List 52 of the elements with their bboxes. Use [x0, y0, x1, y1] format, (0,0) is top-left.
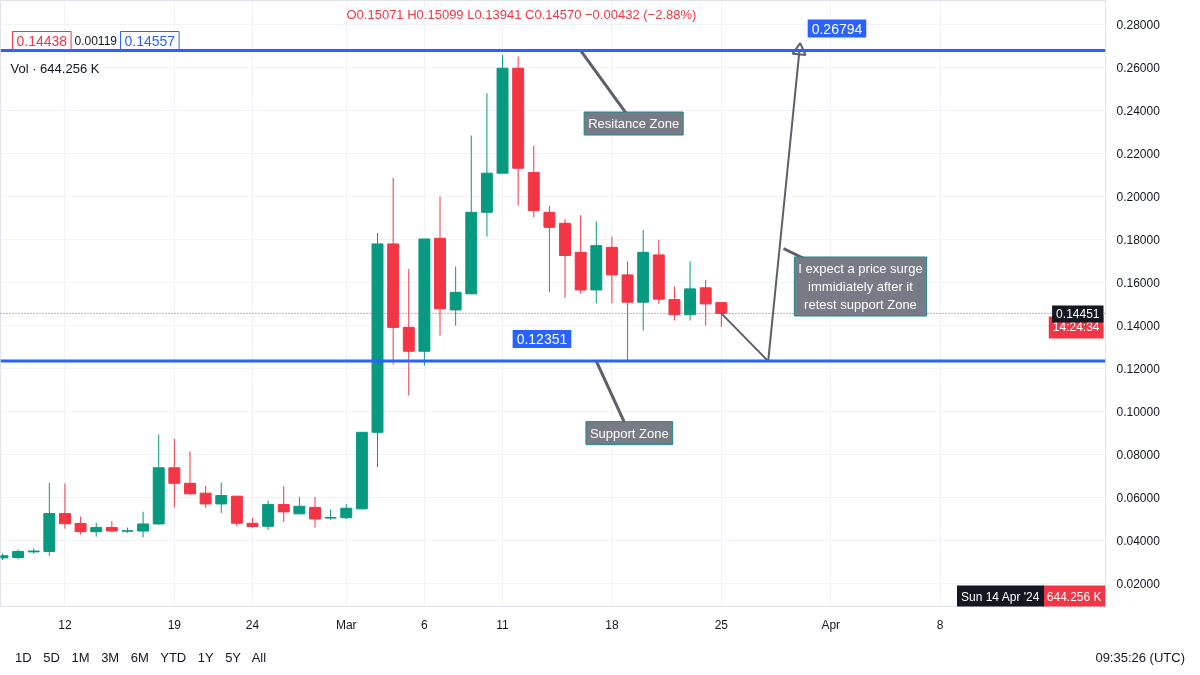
y-tick-label: 0.10000 — [1116, 405, 1161, 420]
x-tick-label: 6 — [421, 617, 429, 632]
x-tick-label: 11 — [496, 617, 510, 632]
annotation: O0.15071 H0.15099 L0.13941 C0.14570 −0.00432 (−2.88%) — [346, 7, 697, 22]
y-tick-label: 0.08000 — [1116, 448, 1161, 463]
annotation: 644.256 K — [1046, 589, 1102, 604]
annotation: I expect a price surge immidiately after it retest support Zone — [798, 261, 923, 312]
x-tick-label: 8 — [936, 617, 944, 632]
annotation: Support Zone — [589, 425, 669, 441]
candlestick — [184, 450, 196, 496]
candlestick — [277, 485, 290, 523]
candlestick — [74, 516, 87, 536]
annotation: 0.14438 — [16, 32, 68, 49]
ref-line-label: 0.12351 — [516, 331, 568, 348]
annotation: 0.00119 — [74, 34, 118, 48]
annotation: 14:24:34 — [1052, 320, 1100, 335]
candlestick — [262, 499, 275, 531]
y-tick-label: 0.16000 — [1116, 276, 1161, 291]
candlestick — [168, 438, 181, 508]
candlestick — [309, 496, 321, 529]
candlestick — [543, 205, 556, 293]
y-tick-label: 0.14000 — [1116, 319, 1161, 334]
candlestick — [58, 482, 71, 530]
candlestick — [215, 482, 228, 514]
x-tick-label: Mar — [335, 617, 357, 632]
y-tick-label: 0.22000 — [1116, 147, 1161, 162]
y-tick-label: 0.12000 — [1116, 362, 1161, 377]
annotation: 0.14557 — [124, 32, 176, 49]
annotation: 0.14451 — [1056, 307, 1100, 322]
y-tick-label: 0.28000 — [1116, 18, 1161, 33]
x-tick-label: 19 — [167, 617, 182, 632]
annotation: Vol · 644.256 K — [10, 61, 100, 76]
candlestick — [137, 511, 150, 538]
ref-line-label: 0.26794 — [811, 20, 863, 37]
y-tick-label: 0.06000 — [1116, 491, 1161, 506]
candlestick — [199, 485, 212, 509]
y-tick-label: 0.20000 — [1116, 190, 1161, 205]
y-tick-label: 0.04000 — [1116, 534, 1161, 549]
y-tick-label: 0.02000 — [1116, 577, 1161, 592]
text: 09:35:26 (UTC) — [1095, 649, 1185, 667]
x-tick-label: Apr — [821, 617, 841, 632]
annotation: Resitance Zone — [588, 116, 680, 132]
x-tick-label: 12 — [58, 617, 72, 632]
x-tick-label: 24 — [245, 617, 260, 632]
y-tick-label: 0.18000 — [1116, 233, 1161, 248]
y-tick-label: 0.26000 — [1116, 61, 1161, 76]
candlestick — [449, 266, 462, 327]
annotation: Sun 14 Apr '24 — [960, 589, 1040, 604]
y-tick-label: 0.24000 — [1116, 104, 1161, 119]
x-tick-label: 25 — [714, 617, 729, 632]
text: 1D 5D 1M 3M 6M YTD 1Y 5Y All — [15, 649, 267, 667]
x-tick-label: 18 — [605, 617, 619, 632]
